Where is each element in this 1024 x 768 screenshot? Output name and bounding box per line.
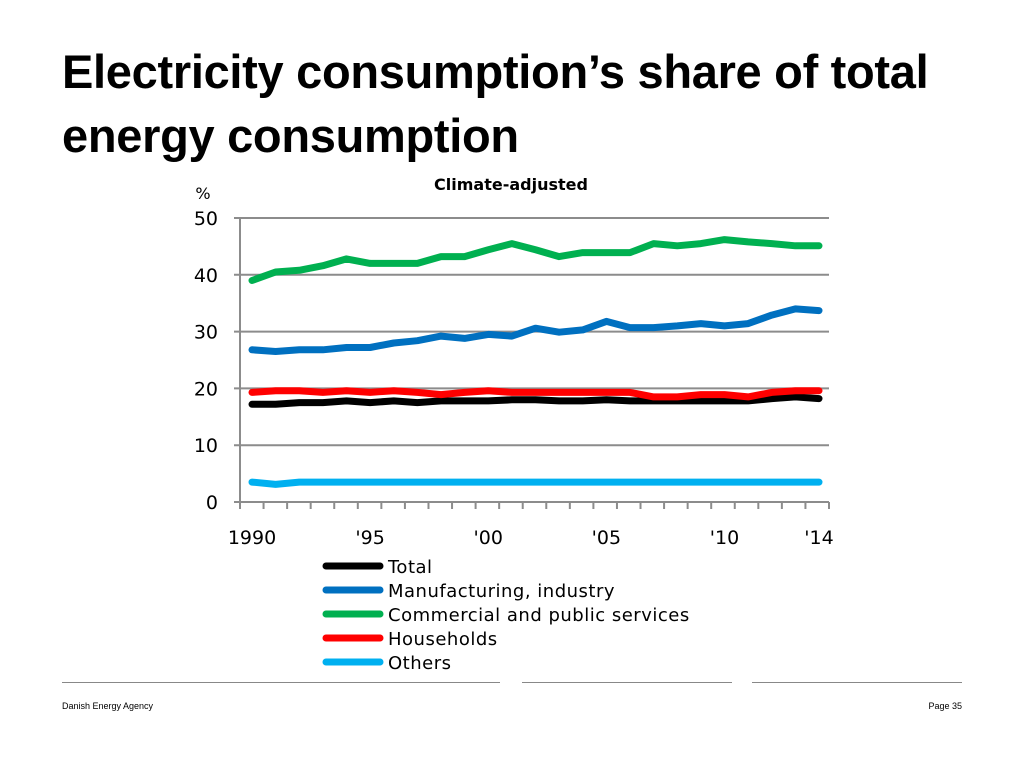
footer-divider-middle [522, 682, 732, 683]
slide-title: Electricity consumption’s share of total… [62, 45, 929, 162]
series-line-total [248, 393, 823, 408]
legend-label: Total [387, 557, 433, 578]
footer-divider-left [62, 682, 500, 683]
y-tick-label: 40 [194, 265, 218, 287]
legend-label: Households [388, 629, 498, 650]
series-line-commercial-and-public-services [248, 236, 823, 284]
legend-label: Commercial and public services [388, 605, 690, 626]
tick-labels: 0 10 20 30 40 50 1990 '95 '00 '05 '10 '14 [194, 208, 834, 549]
chart-title: Climate-adjusted [434, 175, 588, 194]
axes [234, 218, 830, 509]
y-tick-label: 50 [194, 208, 218, 230]
legend-label: Manufacturing, industry [388, 581, 615, 602]
legend: Total Manufacturing, industry Commercial a… [322, 557, 690, 674]
y-axis-unit: % [195, 184, 210, 203]
y-tick-label: 10 [194, 435, 218, 457]
y-tick-label: 0 [206, 492, 218, 514]
y-tick-label: 20 [194, 378, 218, 400]
x-tick-label: 1990 [228, 527, 276, 549]
footer-organization: Danish Energy Agency [62, 701, 154, 711]
x-tick-label: '95 [355, 527, 384, 549]
series-line-others [248, 478, 823, 488]
series-lines [248, 236, 823, 488]
y-tick-label: 30 [194, 322, 218, 344]
footer-page-number: Page 35 [928, 701, 962, 711]
legend-label: Others [388, 653, 452, 674]
series-line-manufacturing-industry [248, 305, 823, 355]
footer-divider-right [752, 682, 962, 683]
x-tick-label: '10 [710, 527, 739, 549]
x-tick-label: '00 [474, 527, 503, 549]
x-tick-label: '05 [592, 527, 621, 549]
series-line-households [248, 387, 823, 401]
x-tick-label: '14 [804, 527, 833, 549]
